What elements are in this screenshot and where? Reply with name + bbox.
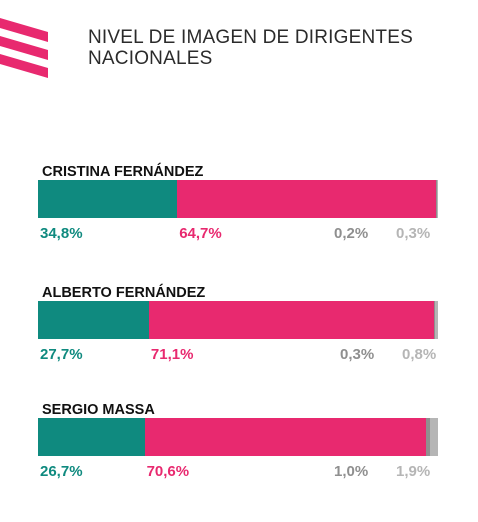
bar-segment-neutral [433, 301, 435, 339]
data-label-nsnc: 1,9% [396, 463, 431, 480]
data-label-negative: 64,7% [179, 225, 222, 242]
data-label-positive: 26,7% [40, 463, 83, 480]
brand-logo-stripes-icon [0, 18, 48, 78]
data-label-positive: 27,7% [40, 346, 83, 363]
person-name-label: SERGIO MASSA [42, 402, 155, 418]
stacked-bar [38, 301, 438, 339]
person-row: SERGIO MASSA 26,7% 70,6% 1,0% 1,9% [0, 402, 478, 522]
data-label-neutral: 0,3% [340, 346, 375, 363]
bar-segment-negative [177, 180, 436, 218]
bar-segment-neutral [435, 180, 437, 218]
data-label-neutral: 0,2% [334, 225, 369, 242]
data-label-nsnc: 0,3% [396, 225, 431, 242]
data-label-negative: 70,6% [146, 463, 190, 480]
stacked-bar [38, 418, 438, 456]
chart-title-line-2: NACIONALES [88, 48, 213, 69]
data-label-positive: 34,8% [40, 225, 83, 242]
person-name-label: CRISTINA FERNÁNDEZ [42, 164, 204, 180]
data-label-nsnc: 0,8% [402, 346, 437, 363]
bar-segment-positive [38, 180, 178, 218]
chart-title: NIVEL DE IMAGEN DE DIRIGENTES NACIONALES [88, 27, 458, 69]
stacked-bar [38, 180, 438, 218]
bar-segment-neutral [426, 418, 431, 456]
bar-segment-negative [148, 301, 434, 339]
chart-title-line-1: NIVEL DE IMAGEN DE DIRIGENTES [88, 27, 413, 48]
person-name-label: ALBERTO FERNÁNDEZ [42, 285, 206, 301]
bar-segment-nsnc [434, 301, 438, 339]
data-label-neutral: 1,0% [334, 463, 369, 480]
person-row: CRISTINA FERNÁNDEZ 34,8% 64,7% 0,2% 0,3% [0, 164, 478, 284]
bar-segment-positive [38, 418, 145, 456]
person-row: ALBERTO FERNÁNDEZ 27,7% 71,1% 0,3% 0,8% [0, 285, 478, 405]
bar-segment-nsnc [436, 180, 438, 218]
bar-segment-nsnc [430, 418, 438, 456]
data-label-negative: 71,1% [150, 346, 194, 363]
bar-segment-positive [38, 301, 149, 339]
bar-segment-negative [144, 418, 427, 456]
